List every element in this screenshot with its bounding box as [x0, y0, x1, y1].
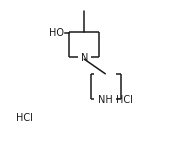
Text: N: N — [81, 53, 88, 63]
Text: HCl: HCl — [116, 95, 133, 105]
Text: NH: NH — [98, 95, 113, 105]
Text: HO: HO — [49, 28, 64, 38]
Text: HCl: HCl — [16, 113, 33, 123]
